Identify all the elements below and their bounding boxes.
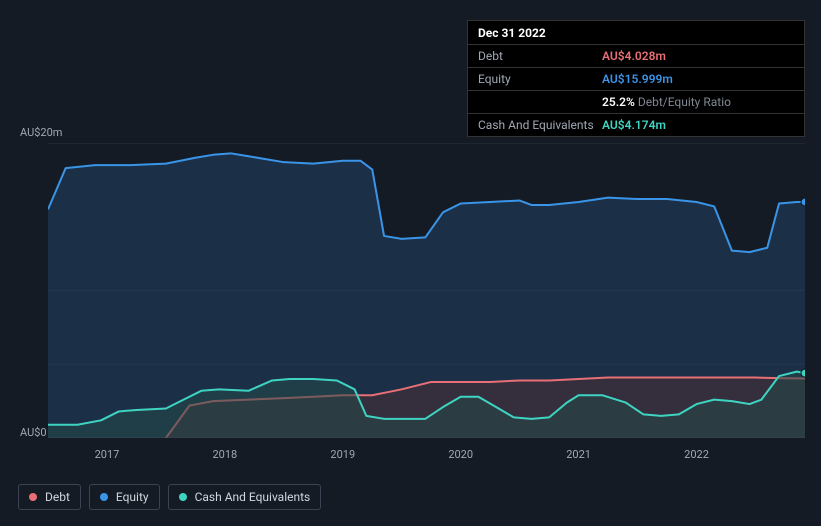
legend-item[interactable]: Debt bbox=[18, 484, 81, 510]
x-axis-tick-label: 2020 bbox=[448, 448, 473, 461]
legend-item-label: Equity bbox=[116, 490, 149, 504]
tooltip-row-value: 25.2%Debt/Equity Ratio bbox=[602, 95, 731, 109]
tooltip-row-label: Debt bbox=[478, 49, 602, 63]
y-axis-tick-label: AU$20m bbox=[20, 126, 62, 139]
tooltip-row: Cash And EquivalentsAU$4.174m bbox=[468, 113, 804, 136]
x-axis-tick-label: 2019 bbox=[330, 448, 355, 461]
chart-tooltip: Dec 31 2022 DebtAU$4.028mEquityAU$15.999… bbox=[467, 20, 805, 137]
legend-dot-icon bbox=[179, 493, 187, 501]
legend-dot-icon bbox=[29, 493, 37, 501]
tooltip-row-extra: Debt/Equity Ratio bbox=[638, 95, 731, 109]
debt-equity-chart bbox=[48, 143, 805, 438]
x-axis-tick-label: 2017 bbox=[95, 448, 120, 461]
chart-legend: Debt Equity Cash And Equivalents bbox=[18, 484, 321, 510]
tooltip-row: 25.2%Debt/Equity Ratio bbox=[468, 90, 804, 113]
tooltip-row-label: Equity bbox=[478, 72, 602, 86]
x-axis-tick-label: 2022 bbox=[684, 448, 709, 461]
tooltip-row-label bbox=[478, 95, 602, 109]
legend-item[interactable]: Cash And Equivalents bbox=[168, 484, 322, 510]
tooltip-row-value: AU$15.999m bbox=[602, 72, 673, 86]
tooltip-date: Dec 31 2022 bbox=[468, 21, 804, 44]
tooltip-row: EquityAU$15.999m bbox=[468, 67, 804, 90]
tooltip-row: DebtAU$4.028m bbox=[468, 44, 804, 67]
y-axis-tick-label: AU$0 bbox=[20, 426, 47, 439]
x-axis-tick-label: 2021 bbox=[566, 448, 591, 461]
tooltip-row-value: AU$4.028m bbox=[602, 49, 666, 63]
tooltip-row-label: Cash And Equivalents bbox=[478, 118, 602, 132]
x-axis-tick-label: 2018 bbox=[212, 448, 237, 461]
legend-item-label: Debt bbox=[45, 490, 70, 504]
legend-dot-icon bbox=[100, 493, 108, 501]
tooltip-row-value: AU$4.174m bbox=[602, 118, 666, 132]
legend-item-label: Cash And Equivalents bbox=[195, 490, 311, 504]
legend-item[interactable]: Equity bbox=[89, 484, 160, 510]
